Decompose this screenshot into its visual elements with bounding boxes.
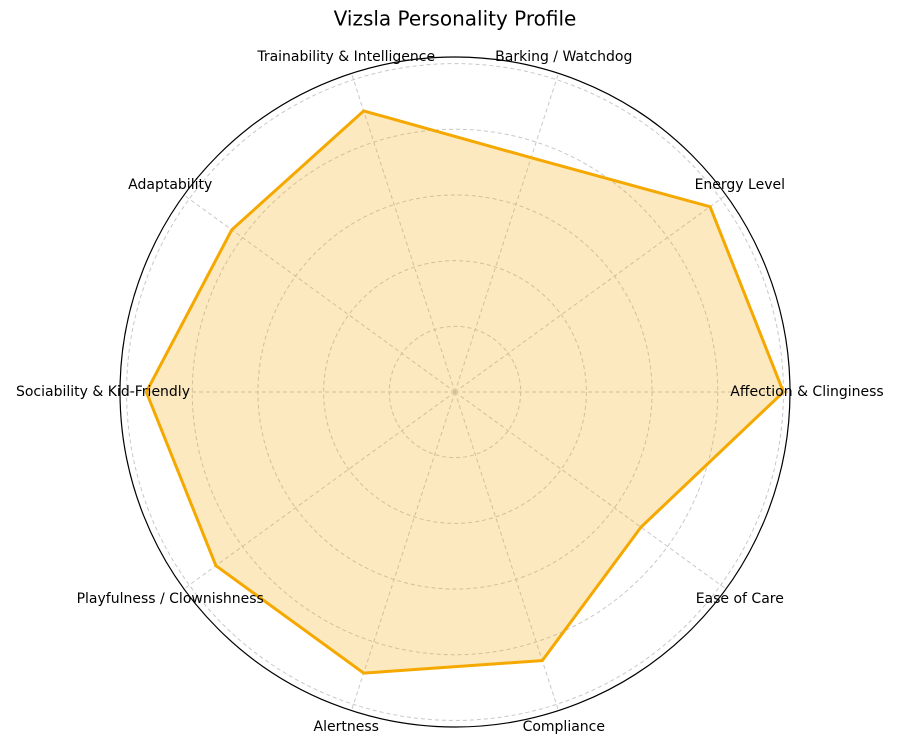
category-label: Trainability & Intelligence bbox=[256, 49, 435, 65]
grid-circle bbox=[323, 260, 587, 524]
category-label: Sociability & Kid-Friendly bbox=[16, 384, 190, 400]
category-label: Compliance bbox=[523, 719, 605, 735]
category-label: Ease of Care bbox=[696, 591, 784, 607]
category-label: Affection & Clinginess bbox=[730, 384, 883, 400]
category-label: Playfulness / Clownishness bbox=[77, 591, 264, 607]
category-label: Alertness bbox=[314, 719, 379, 735]
chart-title: Vizsla Personality Profile bbox=[334, 7, 577, 31]
category-label: Adaptability bbox=[128, 177, 212, 193]
category-label: Barking / Watchdog bbox=[495, 49, 632, 65]
outer-frame bbox=[119, 56, 791, 728]
category-label: Energy Level bbox=[695, 177, 785, 193]
data-area bbox=[144, 109, 786, 675]
